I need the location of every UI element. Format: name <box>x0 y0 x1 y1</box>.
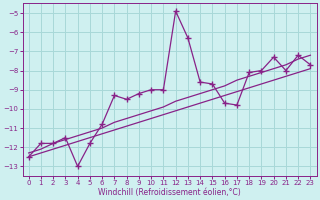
X-axis label: Windchill (Refroidissement éolien,°C): Windchill (Refroidissement éolien,°C) <box>98 188 241 197</box>
